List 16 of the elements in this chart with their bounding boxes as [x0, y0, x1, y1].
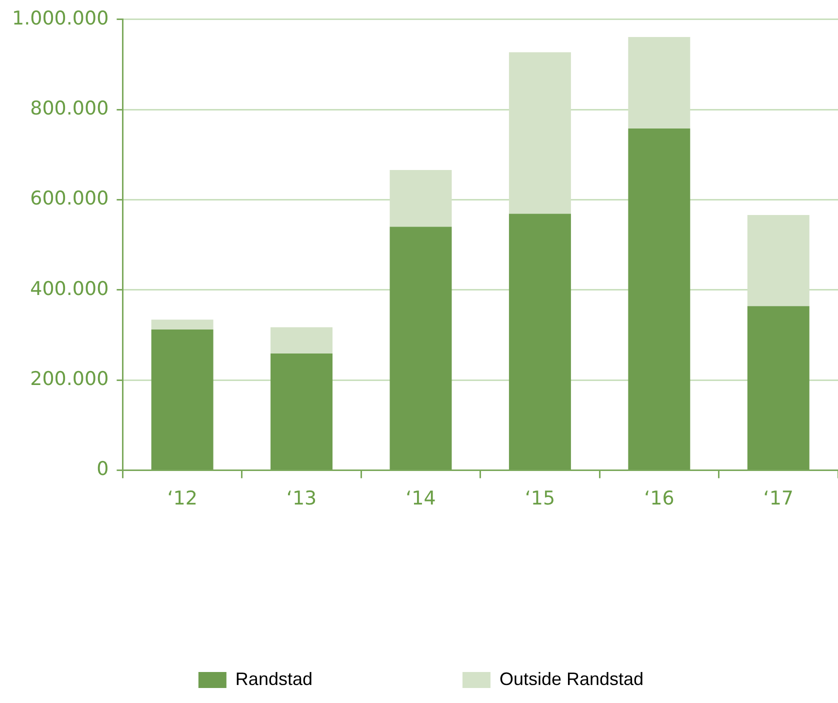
- y-tick-label: 800.000: [30, 97, 109, 120]
- y-tick-label: 200.000: [30, 368, 109, 390]
- x-tick-label: ‘14: [406, 488, 436, 510]
- y-tick-label: 0: [96, 458, 109, 480]
- x-tick-label: ‘12: [167, 488, 198, 510]
- y-tick-label: 600.000: [30, 188, 109, 210]
- y-tick-label: 1.000.000: [12, 7, 109, 30]
- legend-label: Randstad: [235, 668, 312, 689]
- y-tick-label: 400.000: [30, 278, 109, 300]
- x-tick-label: ‘13: [286, 488, 317, 510]
- bar: [270, 327, 333, 354]
- x-tick-label: ‘16: [644, 488, 674, 510]
- bar: [151, 320, 214, 330]
- x-tick-label: ‘15: [524, 488, 556, 510]
- legend-label: Outside Randstad: [499, 668, 644, 689]
- x-tick-label: ‘17: [763, 488, 794, 510]
